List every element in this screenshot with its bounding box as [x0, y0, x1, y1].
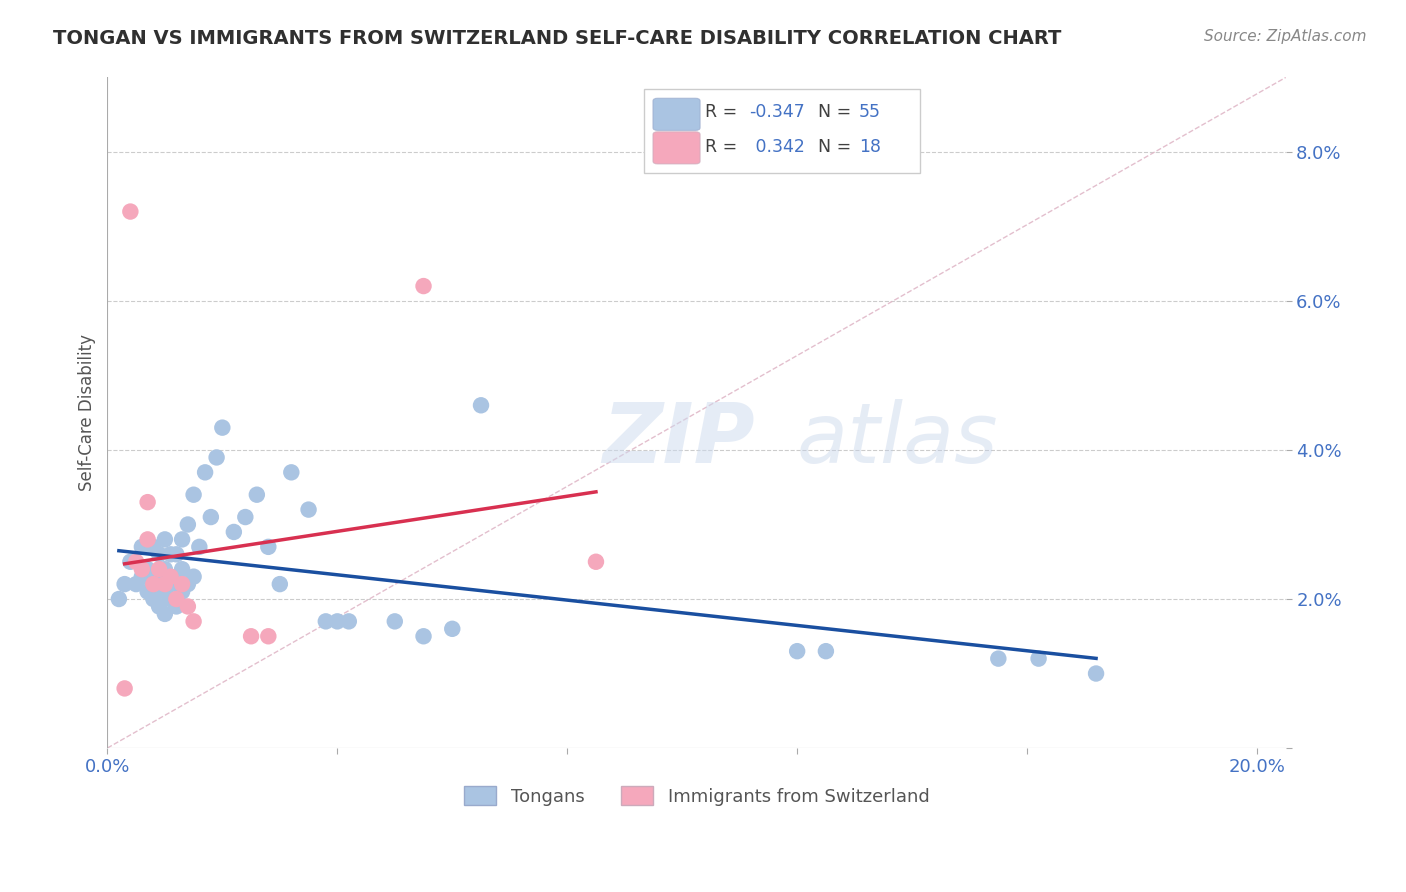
Point [194, 466, 217, 480]
Point [136, 533, 159, 547]
Point [172, 577, 194, 591]
Point [131, 540, 153, 554]
Text: Source: ZipAtlas.com: Source: ZipAtlas.com [1204, 29, 1367, 44]
Text: atlas: atlas [797, 399, 998, 480]
Point [172, 562, 194, 576]
Point [205, 450, 228, 465]
Point [120, 555, 142, 569]
Point [159, 592, 181, 607]
Point [108, 592, 131, 607]
Point [337, 615, 360, 629]
Point [148, 577, 170, 591]
Point [142, 592, 165, 607]
Point [814, 644, 837, 658]
Text: TONGAN VS IMMIGRANTS FROM SWITZERLAND SELF-CARE DISABILITY CORRELATION CHART: TONGAN VS IMMIGRANTS FROM SWITZERLAND SE… [53, 29, 1062, 47]
Point [136, 495, 159, 509]
Text: R =: R = [704, 138, 737, 156]
Text: N =: N = [818, 138, 851, 156]
Point [159, 569, 181, 583]
Point [183, 488, 205, 502]
FancyBboxPatch shape [652, 132, 700, 164]
Point [165, 599, 187, 614]
Point [384, 615, 406, 629]
Point [269, 577, 291, 591]
Text: R =: R = [704, 103, 737, 121]
Point [136, 584, 159, 599]
Point [786, 644, 808, 658]
Point [233, 510, 256, 524]
Point [177, 577, 200, 591]
Text: 55: 55 [859, 103, 882, 121]
Point [1028, 651, 1050, 665]
Point [315, 615, 337, 629]
Point [470, 398, 492, 412]
Legend: Tongans, Immigrants from Switzerland: Tongans, Immigrants from Switzerland [457, 779, 936, 813]
Point [142, 540, 165, 554]
Point [257, 540, 280, 554]
Point [441, 622, 464, 636]
Point [142, 569, 165, 583]
Point [183, 615, 205, 629]
Point [131, 562, 153, 576]
Point [165, 577, 187, 591]
Point [222, 524, 245, 539]
Point [136, 562, 159, 576]
Point [177, 599, 200, 614]
Point [172, 584, 194, 599]
Point [114, 681, 136, 696]
Text: -0.347: -0.347 [749, 103, 806, 121]
Y-axis label: Self-Care Disability: Self-Care Disability [79, 334, 96, 491]
Point [211, 420, 233, 434]
Point [188, 540, 211, 554]
Point [153, 607, 176, 621]
Text: 18: 18 [859, 138, 882, 156]
Text: N =: N = [818, 103, 851, 121]
Text: ZIP: ZIP [602, 399, 755, 480]
Point [125, 577, 148, 591]
Point [240, 629, 263, 643]
Point [412, 279, 434, 293]
Point [280, 466, 302, 480]
Point [412, 629, 434, 643]
Point [246, 488, 269, 502]
Point [148, 547, 170, 561]
Point [148, 599, 170, 614]
Point [172, 533, 194, 547]
Point [159, 547, 181, 561]
Point [131, 569, 153, 583]
Point [153, 584, 176, 599]
Point [153, 577, 176, 591]
Text: 0.342: 0.342 [749, 138, 804, 156]
Point [165, 547, 187, 561]
Point [114, 577, 136, 591]
Point [120, 204, 142, 219]
Point [326, 615, 349, 629]
FancyBboxPatch shape [644, 89, 921, 173]
Point [165, 592, 187, 607]
Point [125, 555, 148, 569]
FancyBboxPatch shape [652, 98, 700, 130]
Point [987, 651, 1010, 665]
Point [148, 562, 170, 576]
Point [153, 533, 176, 547]
Point [1085, 666, 1108, 681]
Point [153, 562, 176, 576]
Point [585, 555, 607, 569]
Point [183, 569, 205, 583]
Point [159, 569, 181, 583]
Point [200, 510, 222, 524]
Point [177, 517, 200, 532]
Point [142, 577, 165, 591]
Point [297, 502, 319, 516]
Point [257, 629, 280, 643]
